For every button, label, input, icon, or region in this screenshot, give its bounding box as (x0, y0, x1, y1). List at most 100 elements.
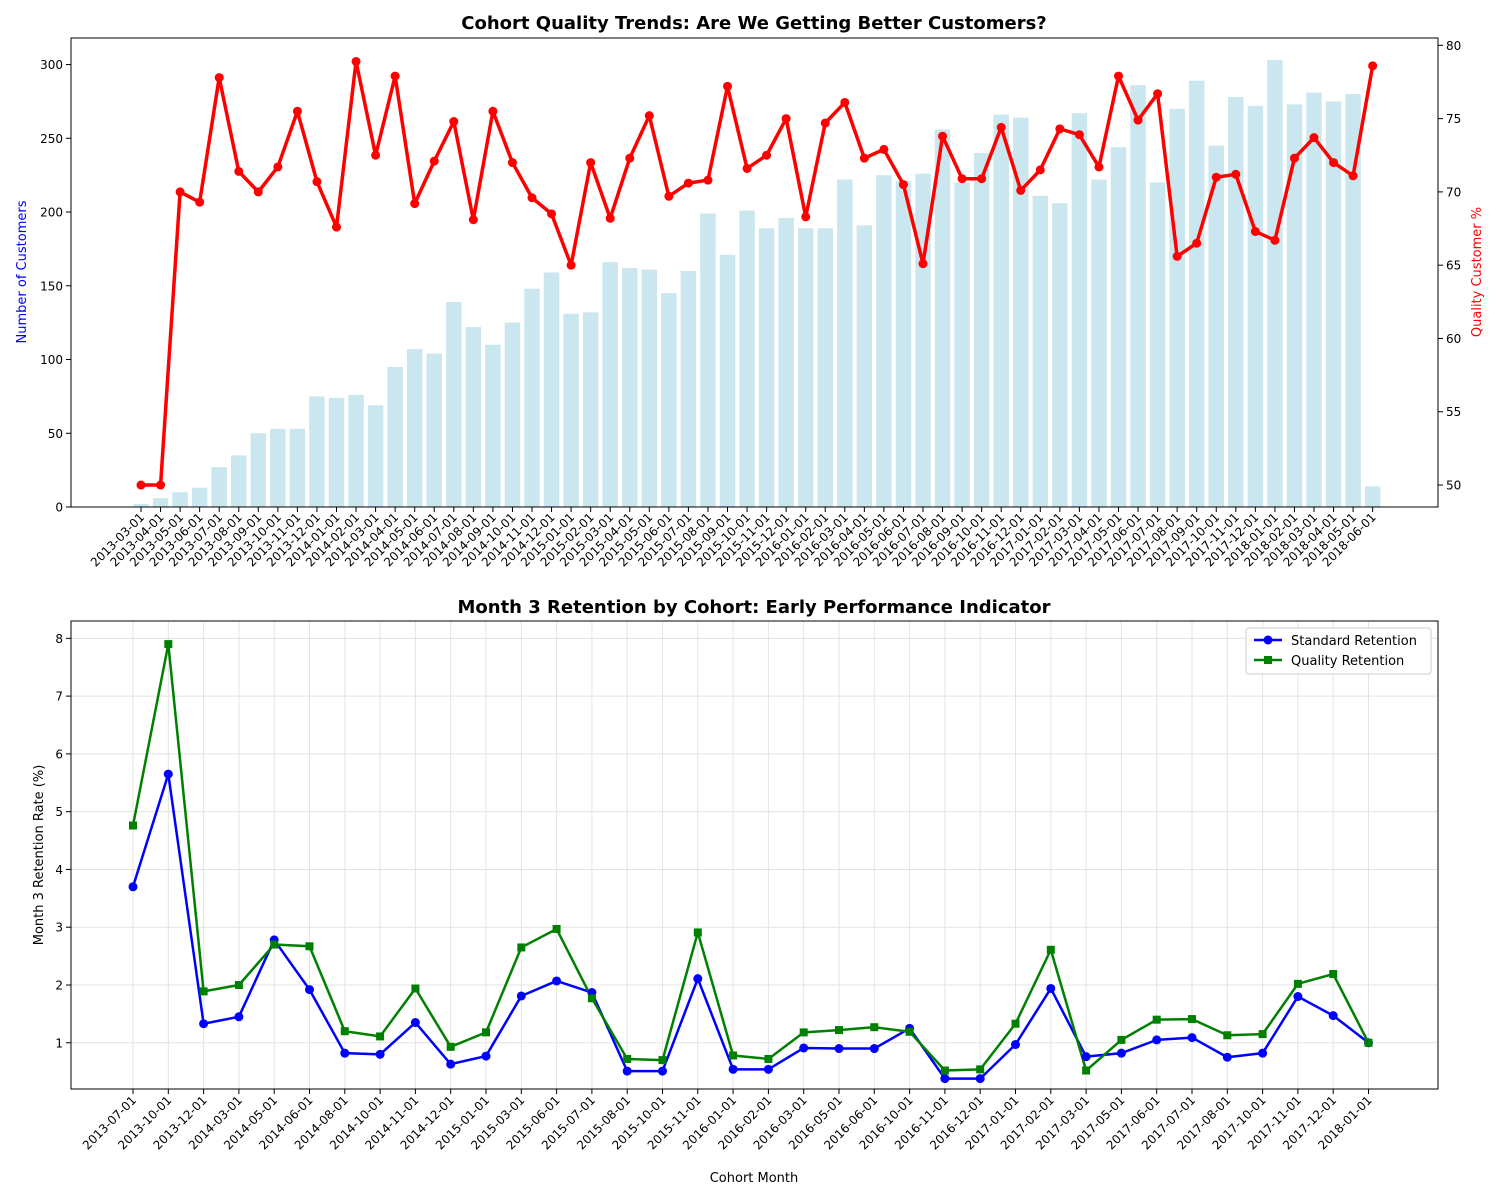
bar-customers (152, 498, 169, 507)
point-standard (975, 1074, 985, 1084)
bar-customers (563, 313, 579, 507)
point-quality (214, 73, 224, 83)
point-standard (728, 1064, 738, 1074)
y2-tick-label: 55 (1446, 405, 1461, 419)
legend-standard-marker (1263, 635, 1273, 645)
point-standard (234, 1012, 244, 1022)
point-standard (163, 769, 173, 779)
point-quality (625, 153, 635, 163)
y-tick-label: 1 (55, 1036, 63, 1050)
bar-customers (1345, 94, 1361, 508)
point-quality (1270, 235, 1280, 245)
bar-customers (602, 262, 618, 507)
bar-customers (1286, 104, 1303, 508)
bar-customers (582, 312, 599, 507)
legend-quality-label: Quality Retention (1291, 654, 1404, 669)
point-standard (693, 974, 703, 984)
bar-customers (1110, 147, 1127, 507)
point-quality-retention (905, 1027, 914, 1036)
point-quality (507, 158, 517, 168)
point-quality-retention (1188, 1015, 1196, 1024)
point-quality-retention (1082, 1066, 1091, 1075)
point-quality (1192, 238, 1202, 248)
point-quality (410, 199, 420, 209)
point-standard (1081, 1052, 1091, 1062)
legend-frame (1245, 627, 1432, 675)
bar-customers (1228, 96, 1244, 507)
chart1-frame (70, 37, 1439, 508)
point-standard (516, 991, 526, 1001)
point-quality-retention (270, 940, 279, 949)
bar-customers (973, 153, 990, 508)
bar-customers (1267, 60, 1283, 507)
point-quality (996, 122, 1006, 132)
point-quality (566, 260, 576, 270)
y-tick-label: 250 (40, 132, 63, 146)
point-quality (742, 163, 752, 173)
bar-customers (1013, 117, 1029, 507)
point-quality (1055, 124, 1065, 134)
bar-customers (426, 353, 442, 507)
point-quality-retention (340, 1027, 349, 1036)
bar-customers (1325, 101, 1342, 507)
point-quality (1016, 185, 1026, 195)
y-tick-label: 0 (55, 501, 63, 515)
point-quality-retention (870, 1023, 879, 1032)
point-quality-retention (1046, 945, 1055, 954)
bar-customers (876, 175, 892, 507)
point-quality (332, 222, 341, 232)
chart2-frame (70, 620, 1439, 1090)
point-quality-retention (482, 1028, 490, 1037)
y2-tick-label: 60 (1446, 332, 1461, 346)
chart2-plot: 123456782013-07-012013-10-012013-12-0120… (55, 620, 1439, 1152)
bar-customers (504, 322, 521, 507)
y-tick-label: 150 (40, 279, 63, 293)
bar-customers (680, 271, 697, 507)
point-quality (371, 150, 381, 160)
point-quality (273, 162, 283, 172)
chart1-ylabel: Number of Customers (15, 200, 30, 343)
point-quality (703, 175, 713, 185)
point-quality-retention (1364, 1038, 1373, 1047)
point-standard (446, 1059, 456, 1069)
y2-tick-label: 50 (1446, 479, 1461, 493)
point-quality-retention (729, 1051, 738, 1060)
point-quality (1133, 115, 1143, 125)
bar-customers (1052, 203, 1068, 508)
bar-customers (133, 504, 149, 507)
bar-customers (406, 349, 423, 507)
point-quality (644, 111, 654, 121)
y-tick-label: 100 (40, 353, 63, 367)
point-quality-retention (764, 1054, 773, 1063)
point-quality (1094, 162, 1104, 172)
point-standard (481, 1051, 491, 1061)
bar-customers (993, 114, 1009, 507)
point-standard (763, 1064, 773, 1074)
y-tick-label: 5 (55, 805, 63, 819)
point-quality-retention (693, 928, 702, 937)
point-quality (1035, 165, 1045, 175)
bar-customers (1306, 92, 1322, 507)
point-quality (1250, 226, 1260, 236)
y-tick-label: 300 (40, 58, 63, 72)
point-quality-retention (199, 987, 208, 996)
point-quality-retention (1329, 970, 1338, 979)
point-quality (429, 156, 439, 166)
point-quality-retention (1293, 979, 1302, 988)
point-standard (375, 1049, 385, 1059)
point-quality (859, 153, 869, 163)
point-standard (940, 1074, 950, 1084)
point-quality (605, 213, 615, 223)
bar-customers (1169, 108, 1185, 507)
bar-customers (367, 405, 384, 507)
point-standard (199, 1019, 209, 1029)
point-standard (1011, 1040, 1020, 1050)
point-quality (1114, 71, 1123, 81)
bar-customers (1364, 486, 1381, 507)
y-tick-label: 7 (55, 690, 63, 704)
bar-customers (250, 433, 267, 507)
chart2-xlabel: Cohort Month (710, 1171, 799, 1186)
chart1-title: Cohort Quality Trends: Are We Getting Be… (461, 13, 1046, 34)
bar-customers (915, 173, 931, 507)
